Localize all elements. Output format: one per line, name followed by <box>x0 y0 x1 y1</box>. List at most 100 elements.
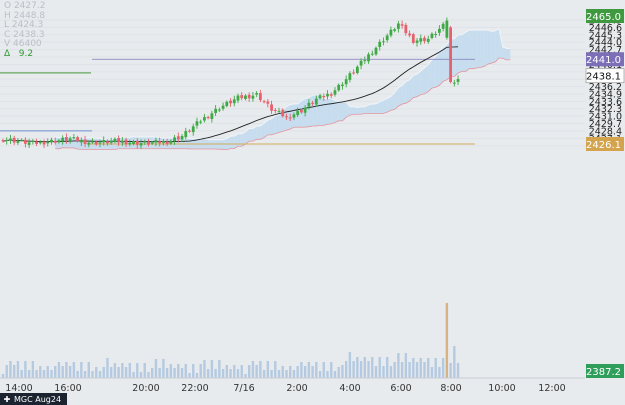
candle <box>76 135 79 143</box>
volume-bar <box>322 362 325 378</box>
volume-bar <box>214 369 217 378</box>
candle <box>188 129 191 133</box>
volume-bar <box>165 368 169 378</box>
candle-body <box>355 66 359 74</box>
volume-bar <box>419 358 422 378</box>
cloud-segment <box>241 131 246 147</box>
candle-body <box>452 82 456 84</box>
volume-bar <box>9 361 12 378</box>
candle-body <box>449 27 452 82</box>
candle <box>57 138 61 144</box>
cloud-segment <box>439 47 444 86</box>
candle <box>98 139 102 148</box>
candle-body <box>150 142 154 144</box>
volume-bar <box>139 372 143 378</box>
candle <box>341 82 344 90</box>
cloud-segment <box>431 56 436 89</box>
cloud-segment <box>420 67 425 95</box>
candle <box>184 127 188 140</box>
cloud-segment <box>383 98 388 114</box>
cloud-segment <box>413 74 418 98</box>
candle <box>113 137 117 144</box>
cloud-segment <box>390 92 395 111</box>
cloud-segment <box>376 101 380 114</box>
high-value: H 2448.8 <box>4 10 46 21</box>
cloud-segment <box>286 104 291 131</box>
candle <box>258 89 262 103</box>
candle-body <box>415 40 419 43</box>
cloud-segment <box>133 136 138 149</box>
candle <box>449 25 452 84</box>
cloud-segment <box>249 128 253 142</box>
cloud-segment <box>417 71 421 97</box>
candle <box>158 137 162 147</box>
candle <box>23 137 27 148</box>
volume-bar <box>46 366 49 378</box>
volume-bar <box>363 357 367 378</box>
symbol-tab[interactable]: ✚ MGC Aug24 <box>0 393 68 405</box>
candle <box>199 119 203 125</box>
volume-bar <box>136 363 139 378</box>
candle <box>124 137 128 147</box>
candle-body <box>426 38 430 42</box>
volume-bar <box>344 361 348 378</box>
volume-bar <box>188 373 191 378</box>
volume-bar <box>195 373 199 378</box>
candle-body <box>270 104 273 111</box>
volume-bar <box>356 357 359 378</box>
x-tick-label: 14:00 <box>5 383 32 394</box>
candle <box>419 34 423 45</box>
volume-bar <box>35 370 38 378</box>
candle <box>296 107 300 118</box>
candle-body <box>35 141 38 144</box>
price-tag-label: 2465.0 <box>586 12 621 23</box>
candle <box>191 123 195 136</box>
volume-bar <box>300 362 303 378</box>
candle-body <box>31 141 35 143</box>
volume-bar <box>147 372 150 378</box>
candle-body <box>165 141 169 145</box>
candle <box>434 31 438 38</box>
candle <box>214 105 218 117</box>
cloud-segment <box>323 98 328 126</box>
volume-bar <box>277 370 281 378</box>
cloud-segment <box>502 47 507 60</box>
candle <box>139 139 143 149</box>
ohlc-readout: O 2427.2 H 2448.8 L 2424.3 C 2438.3 V 46… <box>4 1 46 60</box>
cloud-segment <box>237 133 242 147</box>
candle-body <box>221 105 225 109</box>
candle <box>169 139 173 145</box>
volume-bar <box>385 357 389 378</box>
candle-body <box>255 93 259 95</box>
candle <box>247 92 251 102</box>
candle-body <box>277 110 281 112</box>
cloud-segment <box>398 85 403 107</box>
cloud-segment <box>129 136 134 149</box>
candle-body <box>87 142 91 145</box>
cloud-segment <box>264 120 268 138</box>
candle-body <box>180 136 184 140</box>
candle-body <box>408 33 411 36</box>
volume-bar <box>76 371 79 378</box>
candle <box>303 105 307 117</box>
candle <box>255 91 259 98</box>
candle-body <box>217 109 221 111</box>
volume-bar <box>233 365 236 378</box>
candle <box>61 135 65 145</box>
price-tag-high: 2465.0 <box>586 9 624 23</box>
volume-bar <box>371 357 374 378</box>
candle-body <box>16 141 20 143</box>
volume-bar <box>91 371 94 378</box>
volume-bar <box>262 370 266 378</box>
candle-body <box>303 107 307 113</box>
price-tag-box <box>585 68 625 84</box>
candle <box>404 22 408 36</box>
candle-body <box>225 101 229 107</box>
cloud-segment <box>230 136 235 149</box>
volume-bar <box>203 360 206 378</box>
candle <box>355 65 359 75</box>
candle <box>281 108 285 118</box>
candle-body <box>124 139 128 145</box>
